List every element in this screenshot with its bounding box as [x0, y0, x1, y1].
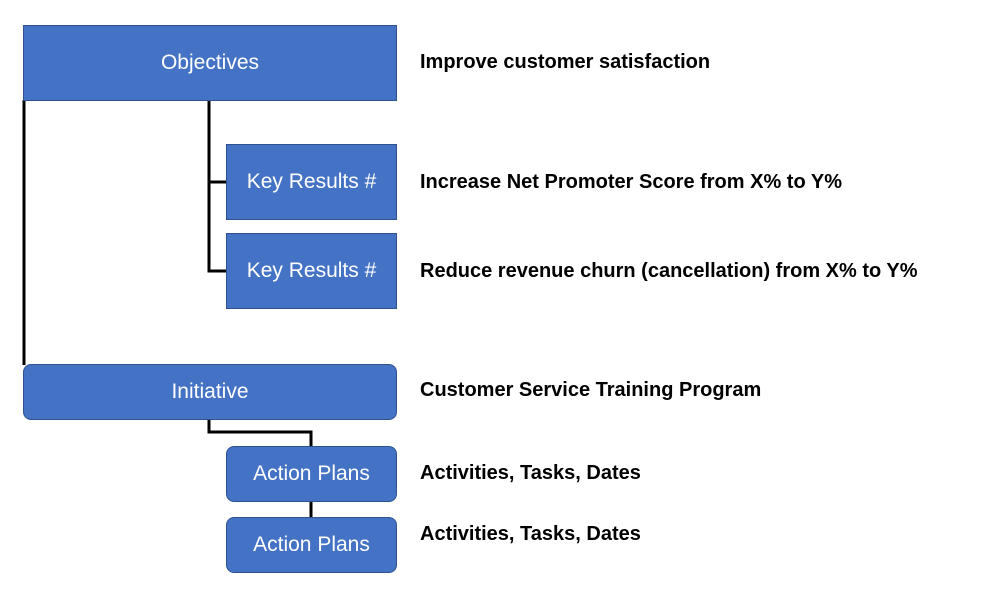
action-plan-description-2: Activities, Tasks, Dates: [420, 523, 641, 545]
connector-objectives-to-key-results: [207, 100, 227, 273]
key-result-label-1: Key Results #: [246, 170, 377, 193]
key-result-label-2: Key Results #: [246, 259, 377, 282]
action-plan-description-1: Activities, Tasks, Dates: [420, 462, 641, 484]
objectives-box: Objectives: [23, 25, 397, 101]
connector-initiative-to-action-plans: [207, 419, 313, 447]
objective-description: Improve customer satisfaction: [420, 51, 711, 73]
action-plan-label-1: Action Plans: [253, 462, 370, 485]
key-result-box-2: Key Results #: [226, 233, 397, 309]
action-plan-label-2: Action Plans: [253, 533, 370, 556]
objectives-label: Objectives: [160, 51, 260, 74]
initiative-label: Initiative: [171, 380, 249, 403]
initiative-description: Customer Service Training Program: [420, 379, 762, 401]
initiative-box: Initiative: [23, 364, 397, 420]
key-result-description-1: Increase Net Promoter Score from X% to Y…: [420, 171, 842, 193]
key-result-box-1: Key Results #: [226, 144, 397, 220]
key-result-description-2: Reduce revenue churn (cancellation) from…: [420, 260, 918, 282]
action-plan-box-1: Action Plans: [226, 446, 397, 502]
action-plan-box-2: Action Plans: [226, 517, 397, 573]
